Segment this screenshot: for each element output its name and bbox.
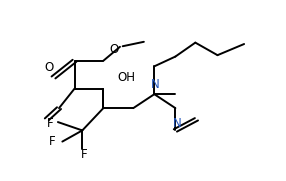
Text: O: O — [44, 61, 54, 74]
Text: N: N — [151, 78, 160, 91]
Text: F: F — [47, 117, 53, 130]
Text: F: F — [49, 135, 56, 148]
Text: OH: OH — [118, 71, 136, 84]
Text: N: N — [173, 117, 182, 130]
Text: O: O — [110, 43, 119, 56]
Text: F: F — [81, 148, 88, 161]
